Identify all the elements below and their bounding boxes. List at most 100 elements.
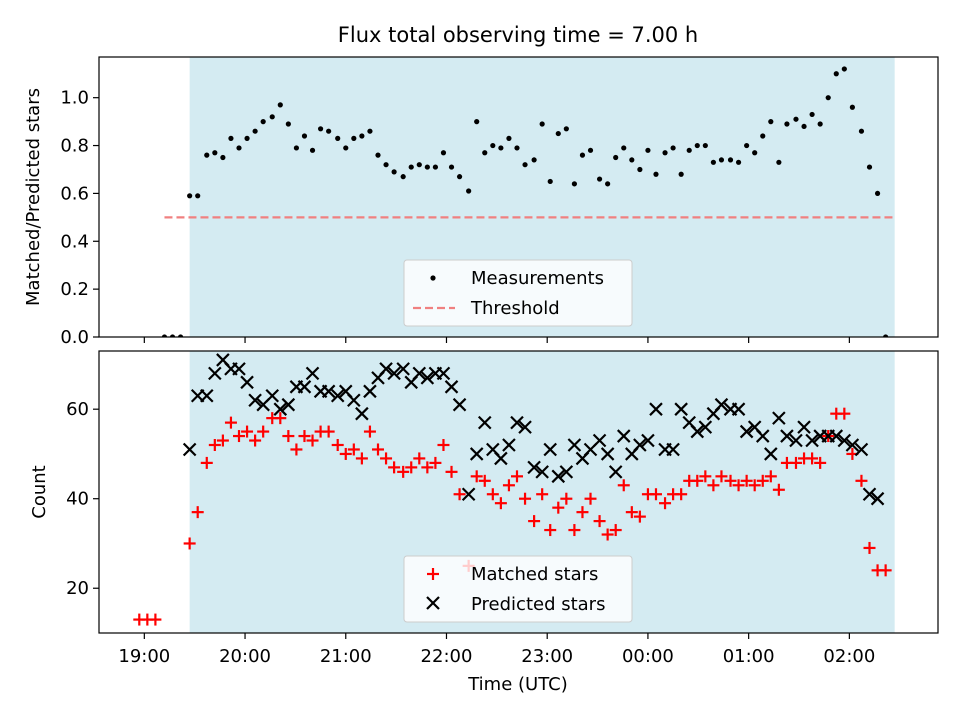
predicted-star-point xyxy=(281,397,296,412)
measurement-point xyxy=(637,166,643,173)
matched-star-point xyxy=(560,492,573,505)
chart-title: Flux total observing time = 7.00 h xyxy=(338,23,698,47)
measurement-point xyxy=(514,145,520,151)
matched-star-point xyxy=(715,470,728,483)
measurement-point xyxy=(220,154,226,161)
matched-star-point xyxy=(806,452,819,465)
measurement-point xyxy=(416,162,422,168)
x-tick-label: 22:00 xyxy=(421,646,473,667)
measurement-point xyxy=(587,147,594,153)
matched-star-point xyxy=(724,474,737,487)
measurement-point xyxy=(440,150,447,156)
matched-star-point xyxy=(478,474,491,487)
predicted-star-point xyxy=(396,362,410,376)
top-plot-frame xyxy=(98,56,939,338)
measurement-point xyxy=(793,116,799,122)
matched-star-point xyxy=(371,443,384,456)
predicted-star-point xyxy=(764,447,778,461)
top-y-tick-label: 0.0 xyxy=(60,327,89,348)
predicted-star-point xyxy=(559,465,574,479)
measurement-point xyxy=(161,334,168,337)
predicted-star-point xyxy=(789,433,803,448)
predicted-star-point xyxy=(330,388,345,403)
measurement-point xyxy=(359,133,365,139)
measurement-point xyxy=(432,164,439,170)
top-legend: Measurements Threshold xyxy=(403,259,633,327)
matched-star-point xyxy=(347,443,360,456)
measurement-point xyxy=(285,121,291,127)
predicted-star-point xyxy=(633,438,647,452)
matched-star-point xyxy=(445,465,458,478)
x-tick-label: 21:00 xyxy=(320,646,372,667)
measurement-point xyxy=(678,171,684,177)
matched-star-point xyxy=(413,452,426,465)
matched-star-point xyxy=(241,425,254,438)
predicted-star-point xyxy=(608,465,623,479)
matched-star-point xyxy=(601,528,614,541)
predicted-star-point xyxy=(494,451,508,466)
predicted-star-point xyxy=(845,438,860,452)
measurement-point xyxy=(293,145,300,151)
matched-star-point xyxy=(699,470,712,483)
measurement-point xyxy=(858,128,865,134)
matched-star-point xyxy=(625,506,638,519)
measurement-point xyxy=(260,119,266,125)
predicted-star-point xyxy=(363,384,377,399)
matched-star-point xyxy=(502,479,515,492)
matched-star-point xyxy=(552,501,565,514)
measurement-point xyxy=(613,154,619,161)
predicted-star-point xyxy=(772,411,786,425)
matched-star-point xyxy=(609,524,622,537)
measurement-point xyxy=(236,145,242,151)
predicted-star-point xyxy=(199,388,214,403)
matched-star-point xyxy=(437,439,450,451)
measurement-point xyxy=(727,157,734,163)
measurement-point xyxy=(244,135,250,141)
measurement-point xyxy=(252,128,258,134)
matched-star-point xyxy=(306,434,319,447)
bottom-y-tick-label: 20 xyxy=(66,578,89,599)
x-tick-label: 19:00 xyxy=(118,646,170,667)
matched-star-point xyxy=(274,412,287,425)
measurement-point xyxy=(849,104,855,110)
matched-star-point xyxy=(257,425,270,438)
top-y-tick-label: 0.8 xyxy=(60,136,89,157)
predicted-star-point xyxy=(379,362,393,376)
predicted-star-point xyxy=(870,491,885,506)
measurement-point xyxy=(653,171,659,177)
measurement-point xyxy=(169,334,176,337)
predicted-star-point xyxy=(829,429,844,443)
matched-star-point xyxy=(879,564,892,577)
matched-star-point xyxy=(363,425,376,438)
predicted-star-point xyxy=(854,442,869,457)
matched-star-point xyxy=(322,425,335,438)
measurement-point xyxy=(383,162,389,168)
matched-star-point xyxy=(421,461,434,474)
measurement-point xyxy=(735,159,742,165)
predicted-star-point xyxy=(182,442,197,457)
matched-star-point xyxy=(593,515,606,528)
measurement-point xyxy=(343,145,349,151)
measurement-point xyxy=(539,121,545,127)
matched-star-point xyxy=(290,443,303,456)
measurement-point xyxy=(694,142,700,149)
x-axis-label: Time (UTC) xyxy=(467,674,568,695)
measurement-point xyxy=(400,174,406,180)
legend-predicted-label: Predicted stars xyxy=(471,594,605,615)
predicted-star-point xyxy=(755,429,770,443)
predicted-star-point xyxy=(297,380,312,394)
measurement-point xyxy=(801,123,807,130)
measurement-point xyxy=(391,169,397,175)
predicted-star-point xyxy=(616,429,631,443)
measurement-point xyxy=(776,159,782,165)
matched-star-point xyxy=(814,456,827,469)
predicted-star-point xyxy=(452,397,467,412)
measurement-point xyxy=(408,164,414,170)
measurement-point xyxy=(531,157,537,163)
predicted-star-point xyxy=(714,397,729,412)
predicted-star-point xyxy=(698,420,713,434)
matched-star-point xyxy=(528,515,541,528)
measurement-point xyxy=(621,145,627,151)
matched-star-point xyxy=(584,492,597,505)
measurement-point xyxy=(269,114,275,120)
